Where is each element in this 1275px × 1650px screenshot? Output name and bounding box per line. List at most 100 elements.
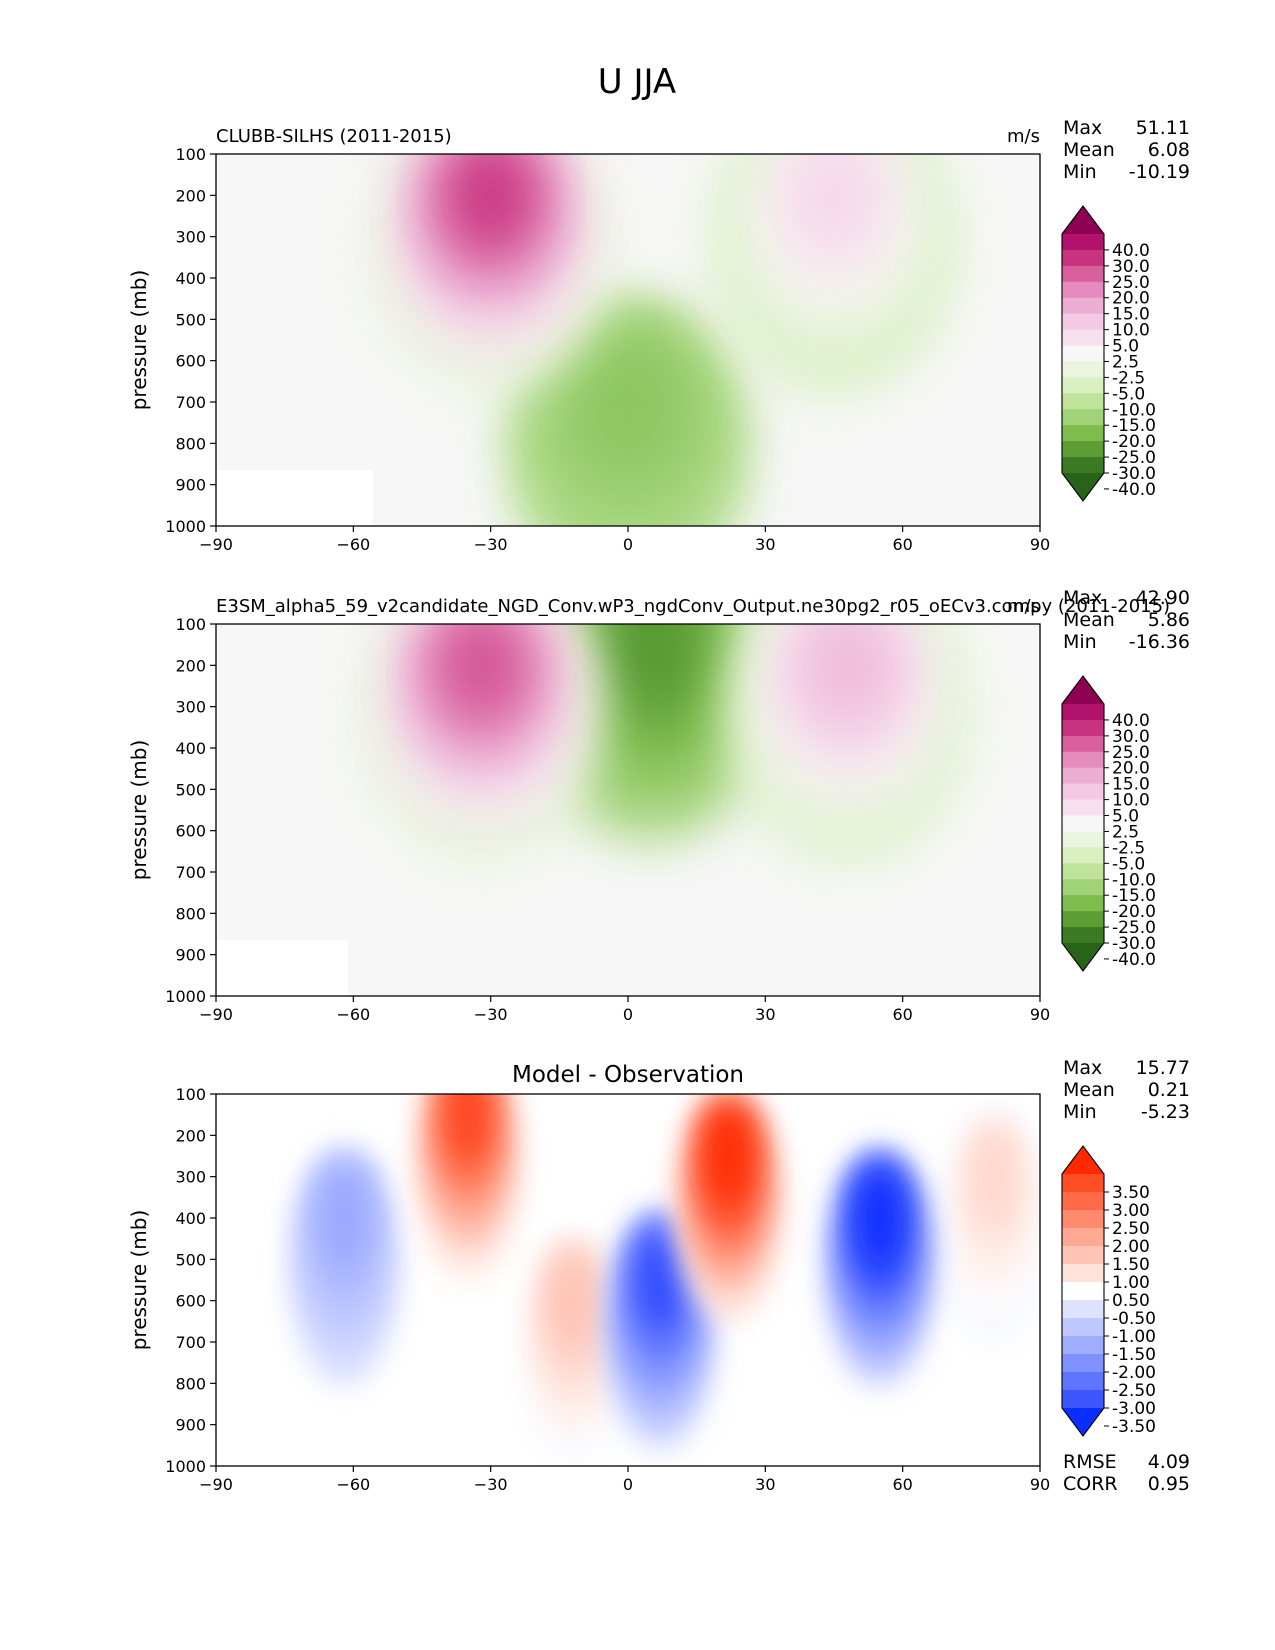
y-tick-label: 500 [175,1250,206,1269]
x-tick-label: 60 [892,1005,912,1024]
colorbar-swatch [1062,1264,1104,1283]
colorbar-swatch [1062,441,1104,458]
colorbar-swatch [1062,751,1104,769]
panel-title: E3SM_alpha5_59_v2candidate_NGD_Conv.wP3_… [216,596,1170,617]
stat-value: 0.95 [1148,1473,1190,1495]
colorbar-swatch [1062,1354,1104,1373]
colorbar-label: -20.0 [1112,432,1156,452]
field-feature-5 [445,1094,490,1163]
x-tick-label: −90 [199,1475,233,1494]
panel-title: CLUBB-SILHS (2011-2015) [216,126,452,147]
colorbar-label: 20.0 [1112,289,1150,309]
y-tick-label: 200 [175,186,206,205]
colorbar-swatch [1062,1318,1104,1337]
colorbar-label: -10.0 [1112,870,1156,890]
colorbar-swatch [1062,767,1104,785]
x-tick-label: 30 [755,1475,775,1494]
stat-label: Mean [1063,139,1115,161]
y-tick-label: 800 [175,1374,206,1393]
colorbar-label: 2.50 [1112,1219,1150,1239]
stat-label: Mean [1063,1079,1115,1101]
y-tick-label: 400 [175,269,206,288]
missing-data [216,470,373,526]
y-tick-label: 300 [175,1168,206,1187]
y-tick-label: 900 [175,1416,206,1435]
colorbar-swatch [1062,1192,1104,1211]
colorbar-label: -10.0 [1112,400,1156,420]
colorbar-label: 0.50 [1112,1291,1150,1311]
colorbar-swatch [1062,457,1104,474]
stat-value: -5.23 [1141,1101,1190,1123]
colorbar-label: -0.50 [1112,1309,1156,1329]
colorbar-swatch [1062,895,1104,912]
x-tick-label: 0 [623,1475,633,1494]
x-tick-label: 0 [623,535,633,554]
x-tick-label: 60 [892,1475,912,1494]
x-tick-label: −30 [474,535,508,554]
colorbar-label: -25.0 [1112,448,1156,468]
colorbar-label: 2.5 [1112,822,1139,842]
panel-units: m/s [1007,126,1040,147]
colorbar-label: 10.0 [1112,791,1150,811]
colorbar-swatch [1062,927,1104,944]
y-tick-label: 700 [175,1333,206,1352]
y-tick-label: 900 [175,476,206,495]
colorbar-label: 25.0 [1112,273,1150,293]
y-tick-label: 300 [175,698,206,717]
field-feature-3 [551,1252,596,1349]
colorbar-label: -5.0 [1112,854,1145,874]
colorbar-label: -1.00 [1112,1327,1156,1347]
stat-value: 4.09 [1148,1451,1190,1473]
colorbar-swatch [1062,847,1104,864]
stat-label: Min [1063,161,1097,183]
field-layer [370,154,954,526]
stat-value: -16.36 [1129,631,1190,653]
field-feature-7 [706,1108,751,1204]
stat-label: Max [1063,587,1102,609]
stat-value: 6.08 [1148,139,1190,161]
colorbar: 40.030.025.020.015.010.05.02.5-2.5-5.0-1… [1061,675,1156,972]
colorbar-label: -30.0 [1112,464,1156,484]
missing-data [216,940,348,996]
colorbar-label: 30.0 [1112,257,1150,277]
colorbar-swatch [1062,329,1104,347]
colorbar-label: -2.50 [1112,1381,1156,1401]
colorbar-label: -30.0 [1112,934,1156,954]
colorbar-extend-max [1062,676,1104,704]
y-tick-label: 600 [175,1292,206,1311]
colorbar-label: 5.0 [1112,807,1139,827]
colorbar-label: 30.0 [1112,727,1150,747]
stat-value: 51.11 [1136,117,1190,139]
colorbar-label: 2.5 [1112,352,1139,372]
x-tick-label: 60 [892,535,912,554]
colorbar-label: 20.0 [1112,759,1150,779]
colorbar-label: 10.0 [1112,321,1150,341]
colorbar-label: -1.50 [1112,1345,1156,1365]
colorbar-label: -5.0 [1112,384,1145,404]
field-feature-1 [972,1128,1017,1225]
field-feature-3 [442,154,539,256]
colorbar-label: -3.50 [1112,1417,1156,1437]
y-tick-label: 800 [175,434,206,453]
colorbar-swatch [1062,911,1104,928]
field-layer [361,624,968,864]
colorbar-label: 15.0 [1112,305,1150,325]
y-tick-label: 200 [175,656,206,675]
y-tick-label: 700 [175,393,206,412]
x-tick-label: 0 [623,1005,633,1024]
colorbar-swatch [1062,1228,1104,1247]
colorbar-label: -2.5 [1112,368,1145,388]
panel-1: −90 −60 −30 0 30 60 90 100 200 300 400 500 600 700 800… [127,117,1190,554]
stat-value: 15.77 [1136,1057,1190,1079]
x-tick-label: 30 [755,535,775,554]
colorbar-swatch [1062,377,1104,394]
field-feature-3 [433,624,530,726]
colorbar-swatch [1062,879,1104,896]
colorbar-swatch [1062,1300,1104,1319]
colorbar-label: 2.00 [1112,1237,1150,1257]
panel-title: Model - Observation [512,1062,744,1088]
x-tick-label: −60 [336,1475,370,1494]
y-tick-label: 100 [175,615,206,634]
colorbar-label: -2.5 [1112,838,1145,858]
stat-label: Mean [1063,609,1115,631]
